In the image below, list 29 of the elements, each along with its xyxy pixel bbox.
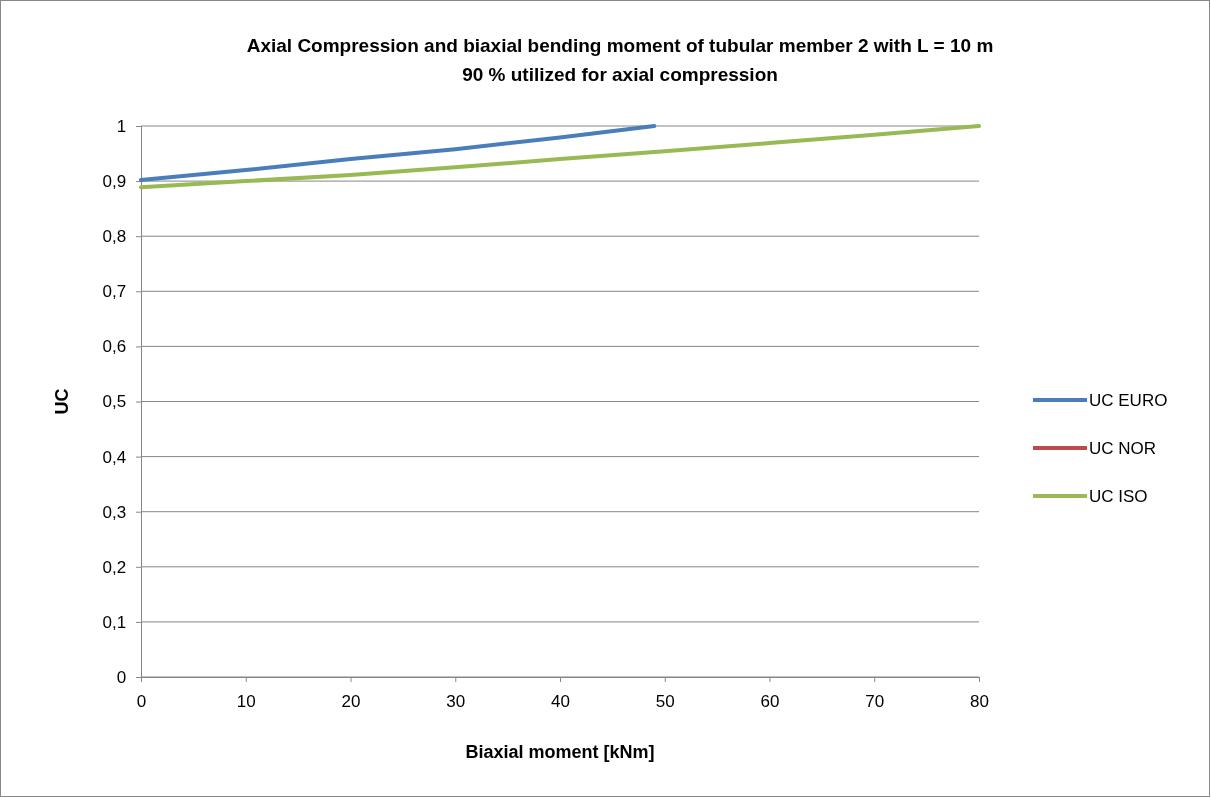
x-tick-label: 0 — [136, 692, 147, 712]
y-tick-label: 0,4 — [102, 447, 127, 467]
legend-label: UC ISO — [1089, 487, 1148, 506]
y-tick-label: 0,3 — [102, 502, 127, 522]
legend-label: UC NOR — [1089, 439, 1157, 458]
line-series — [139, 124, 657, 182]
y-tick-label: 0 — [116, 667, 127, 687]
x-tick-label: 10 — [236, 692, 256, 712]
y-tick-label: 0,6 — [102, 337, 127, 357]
y-tick-label: 0,2 — [102, 557, 127, 577]
y-tick-label: 0,8 — [102, 227, 127, 247]
x-tick-label: 70 — [865, 692, 885, 712]
chart-title: Axial Compression and biaxial bending moment of tubular member 2 with L = 10 m — [246, 35, 994, 56]
y-tick-label: 0,7 — [102, 282, 127, 302]
chart-subtitle: 90 % utilized for axial compression — [462, 64, 778, 85]
x-tick-label: 60 — [760, 692, 780, 712]
legend-label: UC EURO — [1089, 391, 1168, 410]
y-tick-label: 0,1 — [102, 612, 127, 632]
x-tick-label: 20 — [341, 692, 361, 712]
x-axis-title: Biaxial moment [kNm] — [465, 742, 655, 762]
x-tick-label: 80 — [970, 692, 989, 712]
x-tick-label: 30 — [446, 692, 466, 712]
line-series — [139, 124, 981, 190]
x-tick-label: 40 — [551, 692, 570, 712]
y-tick-label: 1 — [116, 116, 127, 136]
y-axis-title: UC — [52, 388, 72, 415]
y-tick-label: 0,9 — [102, 172, 127, 192]
x-tick-label: 50 — [655, 692, 675, 712]
y-tick-label: 0,5 — [102, 392, 127, 412]
